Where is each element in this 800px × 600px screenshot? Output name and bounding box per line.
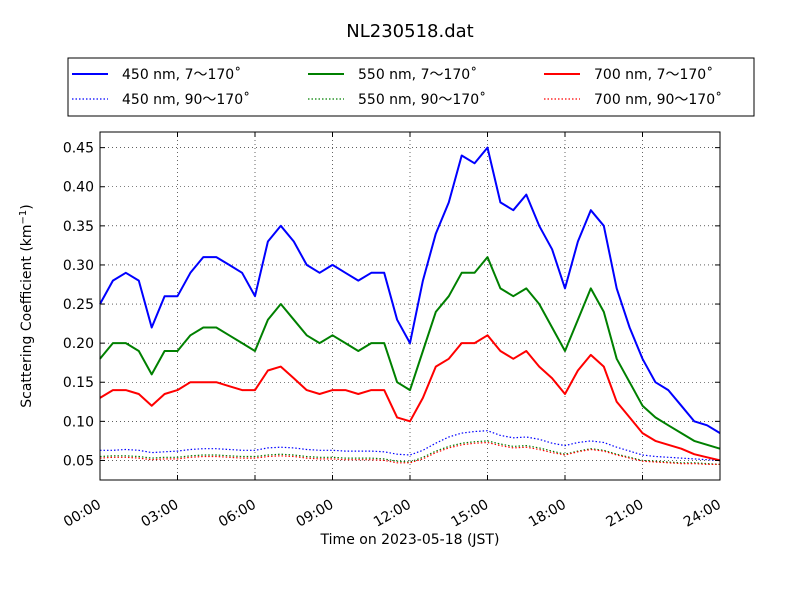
legend-label-4: 550 nm, 90～170˚ [358, 91, 486, 108]
gridlines [100, 132, 720, 480]
y-tick-label: 0.40 [63, 180, 94, 196]
series-line-1 [99, 256, 721, 450]
legend-label-1: 550 nm, 7～170˚ [358, 66, 477, 83]
y-axis-label-close: ) [19, 204, 35, 209]
y-tick-label: 0.15 [63, 375, 94, 391]
y-axis-label-main: Scattering Coefficient (km [19, 224, 35, 407]
legend-label-0: 450 nm, 7～170˚ [122, 66, 241, 83]
y-tick-label: 0.35 [63, 219, 94, 235]
x-tick-label: 12:00 [371, 497, 414, 531]
legend-box [67, 57, 755, 117]
legend: 450 nm, 7～170˚ 550 nm, 7～170˚ 700 nm, 7～17… [67, 57, 755, 117]
y-tick-label: 0.25 [63, 297, 94, 313]
y-tick-label: 0.05 [63, 453, 94, 469]
x-tick-label: 09:00 [294, 497, 337, 531]
series-group [99, 146, 721, 465]
x-tick-label: 00:00 [61, 497, 104, 531]
legend-label-5: 700 nm, 90～170˚ [594, 91, 722, 108]
x-axis-label: Time on 2023-05-18 (JST) [320, 532, 500, 548]
legend-label-2: 700 nm, 7～170˚ [594, 66, 713, 83]
y-tick-label: 0.30 [63, 258, 94, 274]
series-line-2 [99, 334, 721, 462]
x-tick-label: 06:00 [216, 497, 259, 531]
y-tick-label: 0.20 [63, 336, 94, 352]
y-tick-label: 0.45 [63, 141, 94, 157]
x-tick-label: 24:00 [681, 497, 724, 531]
legend-label-3: 450 nm, 90～170˚ [122, 91, 250, 108]
x-tick-label: 21:00 [604, 497, 647, 531]
chart-title: NL230518.dat [346, 21, 473, 42]
x-tick-label: 15:00 [449, 497, 492, 531]
y-axis-label: Scattering Coefficient (km−1) [18, 204, 35, 408]
series-line-0 [99, 146, 721, 434]
x-tick-label: 18:00 [526, 497, 569, 531]
y-axis-label-exponent: −1 [18, 210, 29, 225]
x-tick-label: 03:00 [139, 497, 182, 531]
series-line-3 [100, 430, 721, 461]
y-tick-label: 0.10 [63, 414, 94, 430]
